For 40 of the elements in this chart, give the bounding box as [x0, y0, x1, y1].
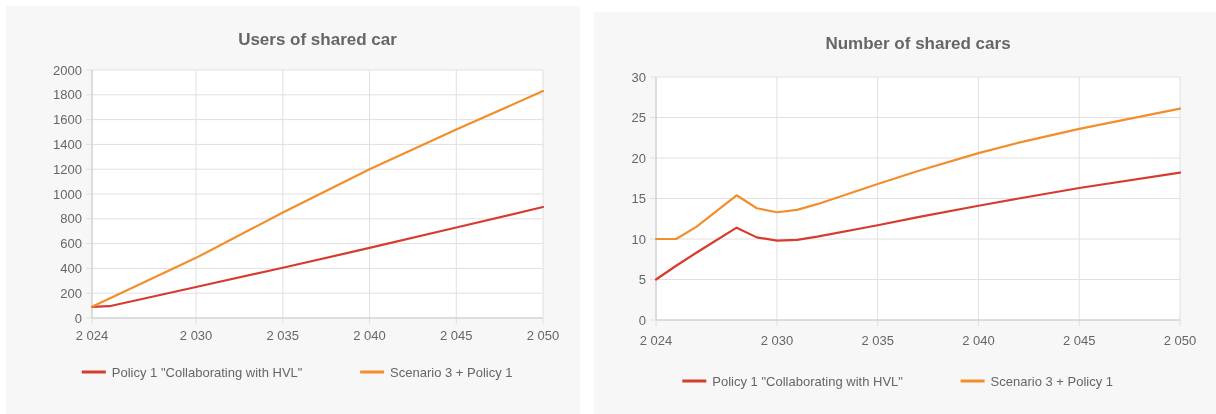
x-tick-label: 2 035: [266, 328, 300, 343]
y-tick-label: 5: [638, 272, 646, 287]
y-tick-label: 1000: [53, 186, 82, 202]
x-tick-label: 2 050: [1163, 333, 1197, 348]
legend-label: Policy 1 "Collaborating with HVL": [111, 364, 303, 380]
x-tick-label: 2 040: [962, 333, 995, 348]
x-tick-label: 2 045: [1062, 333, 1096, 348]
y-tick-label: 1600: [53, 112, 82, 128]
x-tick-label: 2 035: [861, 333, 894, 348]
y-tick-label: 200: [60, 285, 82, 301]
line-series: [90, 89, 545, 308]
legend-label: Policy 1 "Collaborating with HVL": [712, 373, 904, 389]
y-tick-label: 25: [631, 110, 646, 125]
line-series: [654, 107, 1182, 241]
x-tick-label: 2 040: [353, 328, 386, 343]
legend-label: Scenario 3 + Policy 1: [990, 373, 1114, 389]
y-tick-label: 800: [60, 211, 82, 227]
y-tick-label: 15: [631, 191, 646, 206]
y-tick-label: 600: [60, 236, 82, 252]
y-tick-label: 10: [631, 231, 646, 247]
x-tick-label: 2 030: [760, 333, 794, 348]
y-tick-label: 30: [631, 69, 646, 85]
y-tick-label: 1400: [53, 136, 82, 152]
y-tick-label: 400: [60, 260, 82, 276]
x-tick-label: 2 045: [440, 328, 473, 343]
legend-label: Scenario 3 + Policy 1: [390, 364, 513, 380]
chart-title: Users of shared car: [238, 30, 398, 49]
chart-title: Number of shared cars: [825, 34, 1011, 53]
y-tick-label: 20: [631, 150, 646, 166]
y-tick-label: 1200: [53, 161, 82, 177]
x-tick-label: 2 024: [75, 328, 109, 343]
y-tick-label: 0: [638, 312, 646, 328]
x-tick-label: 2 050: [526, 328, 560, 343]
x-tick-label: 2 030: [179, 328, 213, 343]
y-tick-label: 2000: [53, 62, 82, 78]
x-tick-label: 2 024: [639, 333, 673, 348]
line-series: [654, 171, 1182, 281]
y-tick-label: 0: [74, 310, 82, 326]
y-tick-label: 1800: [53, 87, 82, 103]
line-series: [90, 205, 545, 308]
